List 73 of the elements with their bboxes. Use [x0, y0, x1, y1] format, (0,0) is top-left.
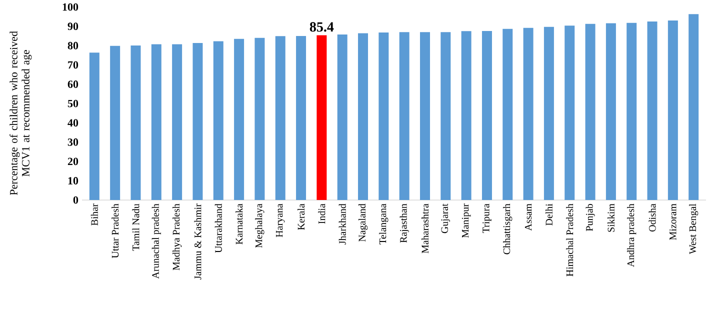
bar	[606, 23, 616, 200]
bar	[502, 28, 513, 200]
y-tick-label: 10	[68, 177, 78, 184]
bar	[482, 30, 492, 200]
y-tick-label: 20	[68, 158, 78, 166]
bar	[523, 28, 534, 200]
y-tick-label: 60	[68, 80, 78, 88]
bar	[688, 14, 699, 200]
bar	[130, 45, 141, 200]
bar	[110, 46, 120, 200]
bar	[461, 31, 472, 200]
x-tick-label: Arunachal pradesh	[152, 204, 161, 279]
x-tick-label: Andhra pradesh	[627, 204, 636, 268]
y-tick-label: 70	[68, 61, 78, 69]
y-axis-title: Percentage of children who received MCV1 at recommended age	[10, 31, 32, 196]
y-tick-label: 30	[68, 138, 78, 146]
x-tick-label: Meghalaya	[255, 204, 264, 248]
x-tick-label: Haryana	[276, 204, 285, 238]
bar	[275, 36, 286, 200]
x-tick-label: Madhya Pradesh	[172, 204, 182, 270]
x-tick-label: Chhattisgarh	[503, 204, 512, 254]
bar	[668, 20, 678, 200]
bar	[585, 24, 596, 200]
x-tick-label: Delhi	[545, 204, 552, 226]
bar	[296, 36, 306, 200]
x-tick-label: Uttarakhand	[214, 204, 222, 253]
x-tick-label: Manipur	[462, 204, 471, 238]
y-tick-label: 0	[73, 196, 78, 204]
x-tick-label: Sikkim	[607, 204, 614, 232]
bar	[316, 35, 327, 200]
x-tick-label: Bihar	[90, 204, 98, 226]
bar	[544, 26, 554, 200]
x-tick-label: Jharkhand	[338, 204, 346, 244]
x-tick-label: Odisha	[648, 204, 656, 232]
x-tick-label: Maharashtra	[421, 204, 429, 254]
bar	[564, 26, 575, 200]
x-tick-label: Nagaland	[358, 204, 368, 242]
bar	[234, 38, 244, 200]
x-tick-label: Tamil Nadu	[132, 204, 140, 251]
x-tick-label: Assam	[524, 204, 532, 231]
y-tick-label: 100	[62, 3, 78, 11]
y-tick-label: 90	[68, 22, 78, 30]
x-tick-label: Gujarat	[441, 204, 450, 234]
x-tick-label: Mizoram	[670, 204, 676, 240]
x-tick-label: India	[318, 204, 326, 224]
x-tick-label: Telangana	[379, 204, 388, 244]
y-tick-label: 40	[68, 119, 78, 127]
x-tick-label: Karnataka	[236, 204, 243, 244]
bar	[213, 41, 224, 200]
bar	[172, 44, 182, 200]
bar	[254, 38, 265, 200]
data-label: 85.4	[310, 22, 334, 32]
y-tick-label: 50	[68, 100, 78, 108]
bar	[626, 22, 637, 200]
x-tick-label: Kerala	[298, 204, 305, 230]
x-tick-label: West Bengal	[689, 204, 698, 254]
bar	[399, 32, 410, 200]
bar	[192, 42, 203, 200]
y-tick-label: 80	[68, 42, 78, 50]
bar	[440, 32, 451, 200]
bar	[89, 52, 100, 200]
x-tick-label: Rajasthan	[400, 204, 409, 243]
x-tick-label: Tripura	[482, 204, 492, 233]
bar	[378, 32, 389, 200]
x-tick-label: Himachal Pradesh	[566, 204, 574, 276]
x-tick-label: Uttar Pradesh	[112, 204, 119, 258]
bar	[337, 34, 348, 200]
bar	[420, 32, 430, 200]
x-tick-label: Punjab	[586, 204, 595, 232]
bar	[151, 44, 162, 200]
bar	[358, 33, 368, 200]
x-tick-label: Jammu & Kashmir	[194, 204, 202, 280]
bar	[647, 22, 658, 200]
